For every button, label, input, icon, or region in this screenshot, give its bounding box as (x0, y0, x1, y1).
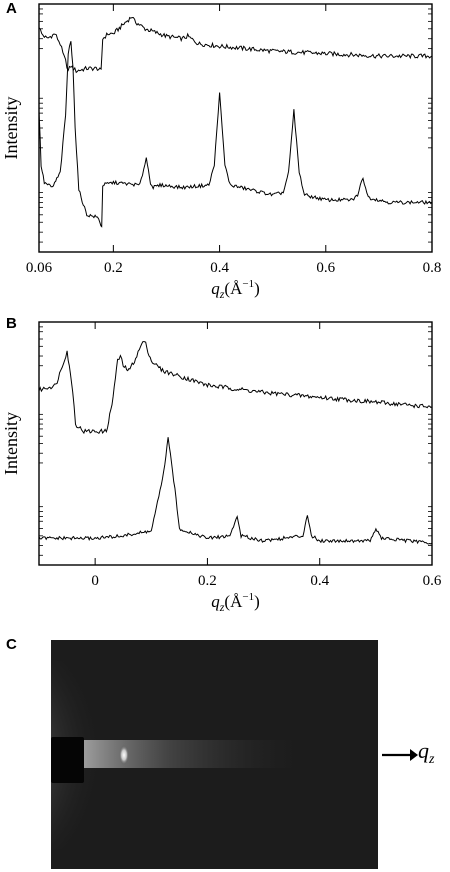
beamstop (51, 737, 84, 783)
x-axis-label-symbol: q (211, 592, 220, 611)
specular-beam-streak (81, 740, 301, 768)
x-axis-label-unit-exponent: −1 (242, 591, 254, 603)
panel-a-label: A (6, 0, 17, 17)
qz-axis-label: qz (418, 738, 435, 767)
detector-image (51, 640, 378, 869)
series-line (38, 41, 433, 228)
x-axis-label-unit-exponent: −1 (242, 278, 254, 290)
x-tick-label: 0.06 (26, 260, 53, 276)
x-axis-label-unit-close: ) (254, 592, 260, 611)
panel-a-chart: 0.06 0.2 0.4 0.6 0.8 qz(Å−1) Intensity (1, 3, 442, 301)
detector-image-svg (51, 640, 378, 869)
x-tick-label: 0.6 (423, 573, 442, 589)
panel-b-chart: 0 0.2 0.4 0.6 qz(Å−1) Intensity (1, 321, 442, 614)
series-line (38, 437, 433, 545)
x-tick-label: 0.8 (423, 260, 442, 276)
qz-direction-arrow (382, 749, 418, 761)
panel-c-label: C (6, 636, 17, 653)
plot-frame (38, 3, 433, 253)
x-tick-label: 0 (91, 573, 99, 589)
x-axis-label-symbol: q (211, 279, 220, 298)
x-tick-label: 0.4 (210, 260, 229, 276)
x-axis-label-unit: (Å (224, 279, 243, 298)
qz-symbol: q (418, 738, 429, 763)
x-tick-label: 0.2 (104, 260, 123, 276)
x-tick-label: 0.6 (316, 260, 335, 276)
y-axis-label: Intensity (1, 412, 21, 475)
series-line (38, 16, 433, 74)
x-axis-label-unit: (Å (224, 592, 243, 611)
y-axis-label: Intensity (1, 97, 21, 160)
x-axis-label: qz(Å−1) (211, 278, 260, 301)
x-axis-label-subscript: z (219, 600, 225, 614)
bragg-reflection-spot (119, 745, 129, 765)
panel-b-label: B (6, 315, 17, 332)
x-axis-label-unit-close: ) (254, 279, 260, 298)
qz-subscript: z (429, 752, 435, 767)
x-tick-label: 0.2 (198, 573, 217, 589)
x-axis-label: qz(Å−1) (211, 591, 260, 614)
x-tick-label: 0.4 (310, 573, 329, 589)
series-line (38, 341, 433, 435)
plot-frame (38, 321, 433, 566)
x-axis-label-subscript: z (219, 287, 225, 301)
